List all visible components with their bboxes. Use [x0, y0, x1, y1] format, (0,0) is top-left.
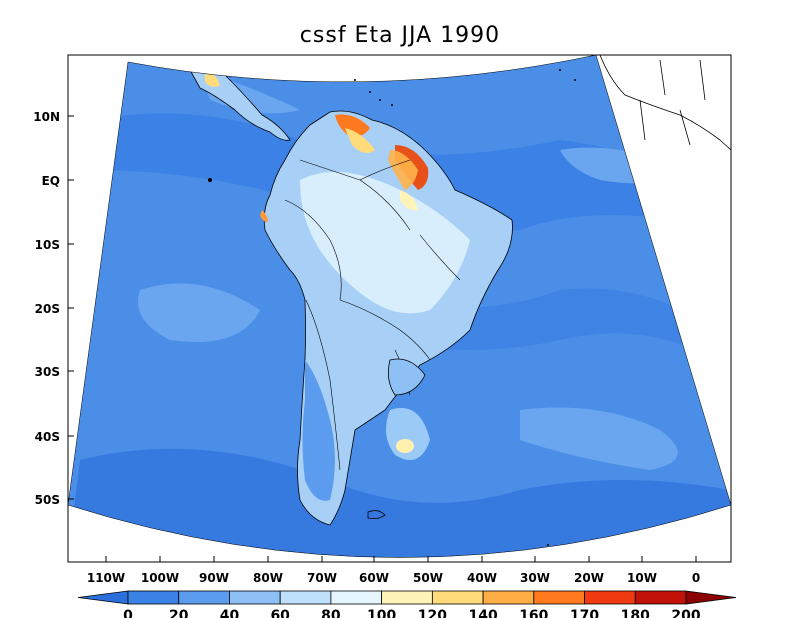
- lon-label: 0: [692, 571, 700, 585]
- colorbar-swatch: [178, 590, 230, 605]
- falklands: [367, 510, 386, 519]
- colorbar-swatch: [330, 590, 383, 605]
- lon-label: 10W: [627, 571, 657, 585]
- lon-label: 50W: [413, 571, 443, 585]
- africa-outline: [599, 55, 731, 151]
- southern-cone-darker: [302, 360, 335, 501]
- lat-label: 20S: [35, 302, 60, 316]
- lat-label: 10N: [33, 110, 60, 124]
- colorbar-label: 170: [570, 608, 599, 618]
- lon-label: 30W: [520, 571, 550, 585]
- colorbar-label: 0: [123, 608, 133, 618]
- lon-label: 110W: [87, 571, 125, 585]
- light-patch-1: [138, 283, 260, 342]
- amapa-yellow: [400, 190, 418, 211]
- model-domain: [68, 55, 731, 558]
- lat-label: 10S: [35, 238, 60, 252]
- central-america-hot: [205, 73, 220, 87]
- colorbar-label: 160: [519, 608, 548, 618]
- lat-label: 50S: [35, 493, 60, 507]
- colorbar-label: 20: [169, 608, 189, 618]
- map-title: cssf Eta JJA 1990: [300, 23, 500, 48]
- colorbar-label: 200: [671, 608, 700, 618]
- lon-label: 70W: [307, 571, 337, 585]
- caribbean-islands: [208, 69, 576, 546]
- deep-band-mid: [380, 288, 720, 360]
- colorbar-swatch: [584, 590, 636, 605]
- colorbar-swatch: [482, 590, 535, 605]
- colorbar-label: 140: [468, 608, 497, 618]
- lon-label: 100W: [141, 571, 179, 585]
- colorbar-swatch: [127, 590, 180, 605]
- lon-label: 80W: [253, 571, 283, 585]
- lon-label: 60W: [359, 571, 389, 585]
- light-patch-2: [520, 407, 678, 470]
- colorbar-swatch: [634, 590, 687, 605]
- light-patch-4: [396, 439, 414, 453]
- lon-axis: 110W 100W 90W 80W 70W 60W 50W 40W 30W 20…: [87, 556, 700, 585]
- colorbar-arrow-low: [77, 590, 129, 605]
- lat-label: 30S: [35, 365, 60, 379]
- colorbar-label: 180: [621, 608, 650, 618]
- colorbar-swatch: [431, 590, 484, 605]
- lon-label: 40W: [467, 571, 497, 585]
- colorbar: 0 20 40 60 80 100 120 140 160 170 180 200: [77, 590, 737, 618]
- peru-coast-orange: [260, 210, 268, 222]
- lat-axis: 10N EQ 10S 20S 30S 40S 50S: [33, 110, 74, 507]
- deep-band-south: [68, 448, 731, 558]
- colorbar-swatch: [279, 590, 332, 605]
- domain-outline: [68, 55, 731, 558]
- colorbar-label: 120: [418, 608, 447, 618]
- uruguay-outline: [387, 358, 426, 396]
- colorbar-swatch: [381, 590, 433, 605]
- lon-label: 90W: [199, 571, 229, 585]
- colorbar-label: 40: [220, 608, 240, 618]
- guiana-orange: [388, 150, 418, 190]
- lat-label: EQ: [42, 174, 60, 188]
- venezuela-yellow: [345, 128, 375, 154]
- country-borders: [284, 159, 461, 471]
- colorbar-label: 60: [270, 608, 290, 618]
- lon-label: 20W: [574, 571, 604, 585]
- lat-label: 40S: [35, 430, 60, 444]
- colorbar-swatch: [533, 590, 585, 605]
- colorbar-label: 100: [367, 608, 396, 618]
- colorbar-label: 80: [321, 608, 341, 618]
- colorbar-swatch: [229, 590, 281, 605]
- colorbar-arrow-high: [685, 590, 737, 605]
- amazon-pale: [300, 172, 470, 314]
- venezuela-hot: [335, 114, 370, 137]
